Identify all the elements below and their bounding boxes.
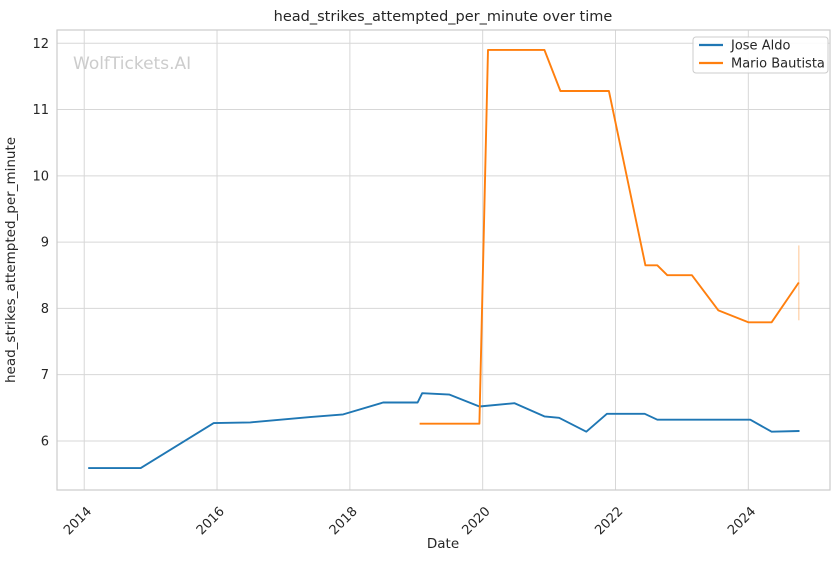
- y-tick-label: 10: [32, 169, 49, 184]
- x-axis-label: Date: [427, 536, 459, 552]
- x-tick-label: 2022: [592, 504, 626, 538]
- y-tick-label: 12: [32, 37, 49, 52]
- x-tick-label: 2018: [327, 504, 361, 538]
- watermark: WolfTickets.AI: [73, 54, 191, 74]
- x-tick-label: 2014: [61, 504, 95, 538]
- y-tick-label: 6: [41, 434, 49, 449]
- y-tick-label: 7: [41, 368, 49, 383]
- x-tick-label: 2024: [725, 504, 759, 538]
- y-axis-ticks: 6 7 8 9 10 11 12: [32, 37, 49, 450]
- chart-title: head_strikes_attempted_per_minute over t…: [274, 9, 613, 25]
- series-line-jose-aldo: [88, 392, 800, 470]
- series-line-mario-bautista: [419, 48, 800, 425]
- series-lines: [88, 48, 800, 470]
- y-tick-label: 9: [41, 236, 49, 251]
- x-tick-label: 2020: [460, 504, 494, 538]
- plot-border: [56, 29, 831, 491]
- grid: [57, 30, 830, 490]
- x-tick-label: 2016: [194, 504, 228, 538]
- legend: Jose Aldo Mario Bautista: [692, 36, 829, 74]
- y-tick-label: 11: [32, 103, 49, 118]
- legend-label-mario-bautista: Mario Bautista: [731, 57, 825, 72]
- legend-box: [692, 36, 829, 74]
- y-axis-label: head_strikes_attempted_per_minute: [3, 137, 19, 383]
- legend-label-jose-aldo: Jose Aldo: [730, 39, 790, 54]
- y-tick-label: 8: [41, 302, 49, 317]
- x-axis-ticks: 2014 2016 2018 2020 2022 2024: [61, 504, 759, 538]
